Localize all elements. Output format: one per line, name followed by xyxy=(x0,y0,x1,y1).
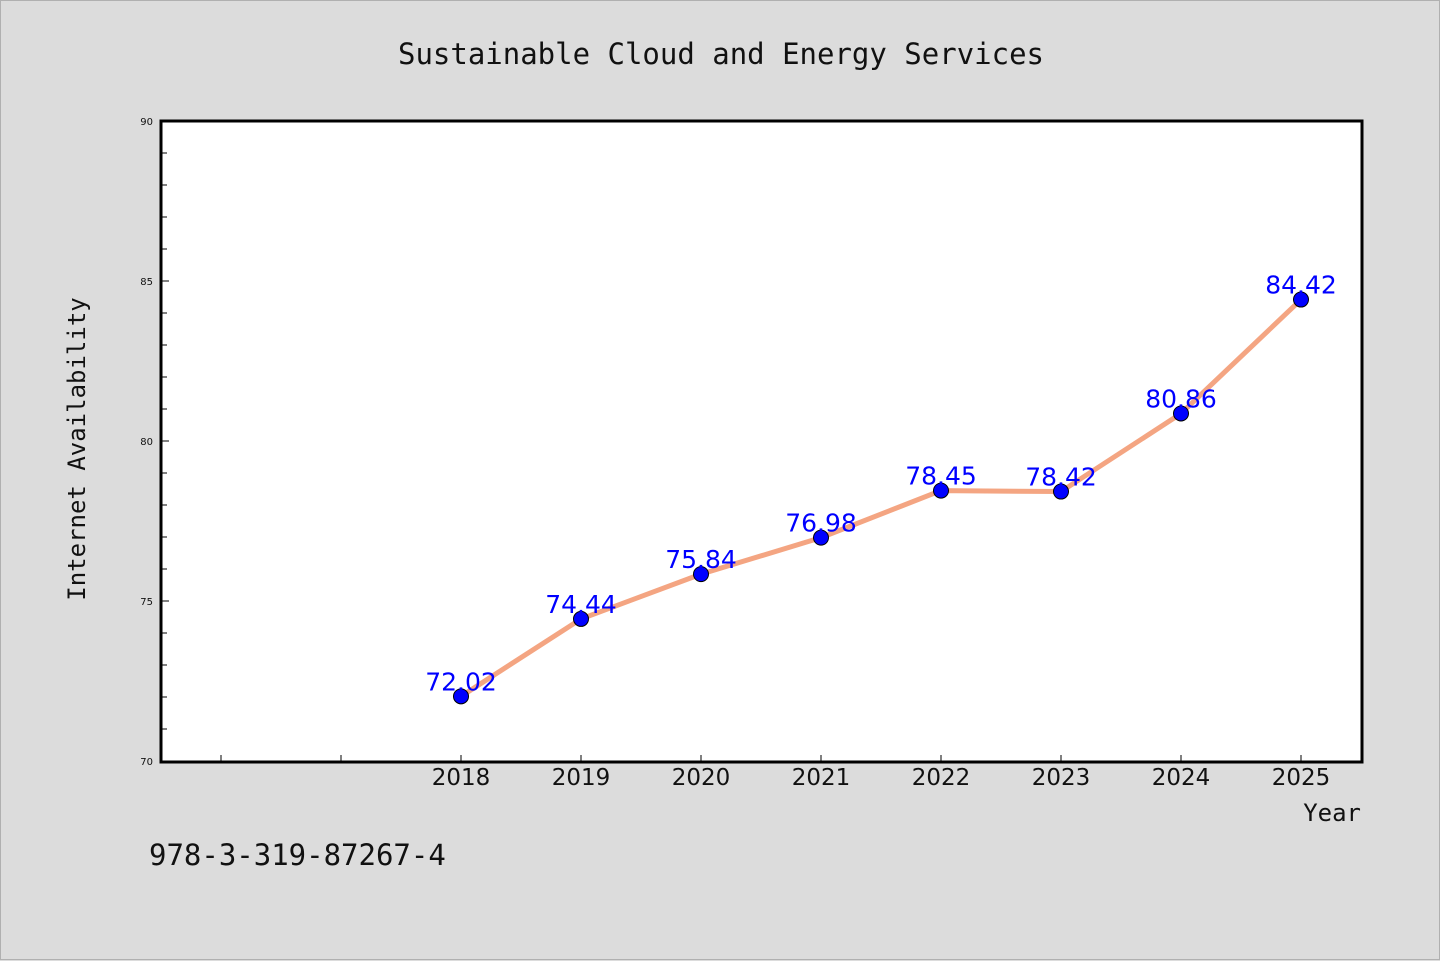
isbn-footer: 978-3-319-87267-4 xyxy=(149,838,446,872)
x-tick-label: 2023 xyxy=(1032,765,1091,791)
series-line xyxy=(458,297,1304,699)
x-tick-label: 2019 xyxy=(552,765,611,791)
x-tick-label: 2021 xyxy=(792,765,851,791)
x-tick-label: 2018 xyxy=(432,765,491,791)
x-axis: 2018 2019 2020 2021 2022 2023 2024 2025 xyxy=(220,755,1331,791)
data-point-2025 xyxy=(1293,291,1309,308)
data-point-2023 xyxy=(1053,483,1069,500)
data-label-2021: 76.98 xyxy=(785,509,857,538)
data-label-2024: 80.86 xyxy=(1145,384,1217,413)
y-tick-label: 75 xyxy=(140,597,153,608)
y-tick-label: 90 xyxy=(140,117,153,128)
data-label-2019: 74.44 xyxy=(545,590,617,619)
data-label-2018: 72.02 xyxy=(425,667,497,696)
data-label-2025: 84.42 xyxy=(1265,271,1337,300)
series-group xyxy=(453,291,1309,705)
data-label-2020: 75.84 xyxy=(665,545,737,574)
x-tick-label: 2020 xyxy=(672,765,731,791)
data-labels: 72.02 74.44 75.84 76.98 78.45 78.42 80.86 84.42 xyxy=(425,271,1337,697)
y-tick-label: 70 xyxy=(140,757,153,768)
x-tick-label: 2025 xyxy=(1272,765,1331,791)
data-point-2024 xyxy=(1173,405,1189,422)
plot-area xyxy=(159,119,1364,764)
y-tick-label: 85 xyxy=(140,277,153,288)
y-axis: 70 75 80 85 90 xyxy=(140,117,169,768)
data-point-2022 xyxy=(933,482,949,499)
x-tick-label: 2022 xyxy=(912,765,971,791)
data-label-2022: 78.45 xyxy=(905,462,977,491)
chart-title: Sustainable Cloud and Energy Services xyxy=(398,37,1044,71)
data-point-2020 xyxy=(693,566,709,583)
y-tick-label: 80 xyxy=(140,437,153,448)
data-label-2023: 78.42 xyxy=(1025,463,1097,492)
x-tick-label: 2024 xyxy=(1152,765,1211,791)
data-point-2019 xyxy=(573,610,589,627)
x-axis-label: Year xyxy=(1303,799,1361,827)
data-point-2018 xyxy=(453,688,469,705)
y-axis-label: Internet Availability xyxy=(63,297,91,600)
data-point-2021 xyxy=(813,529,829,546)
